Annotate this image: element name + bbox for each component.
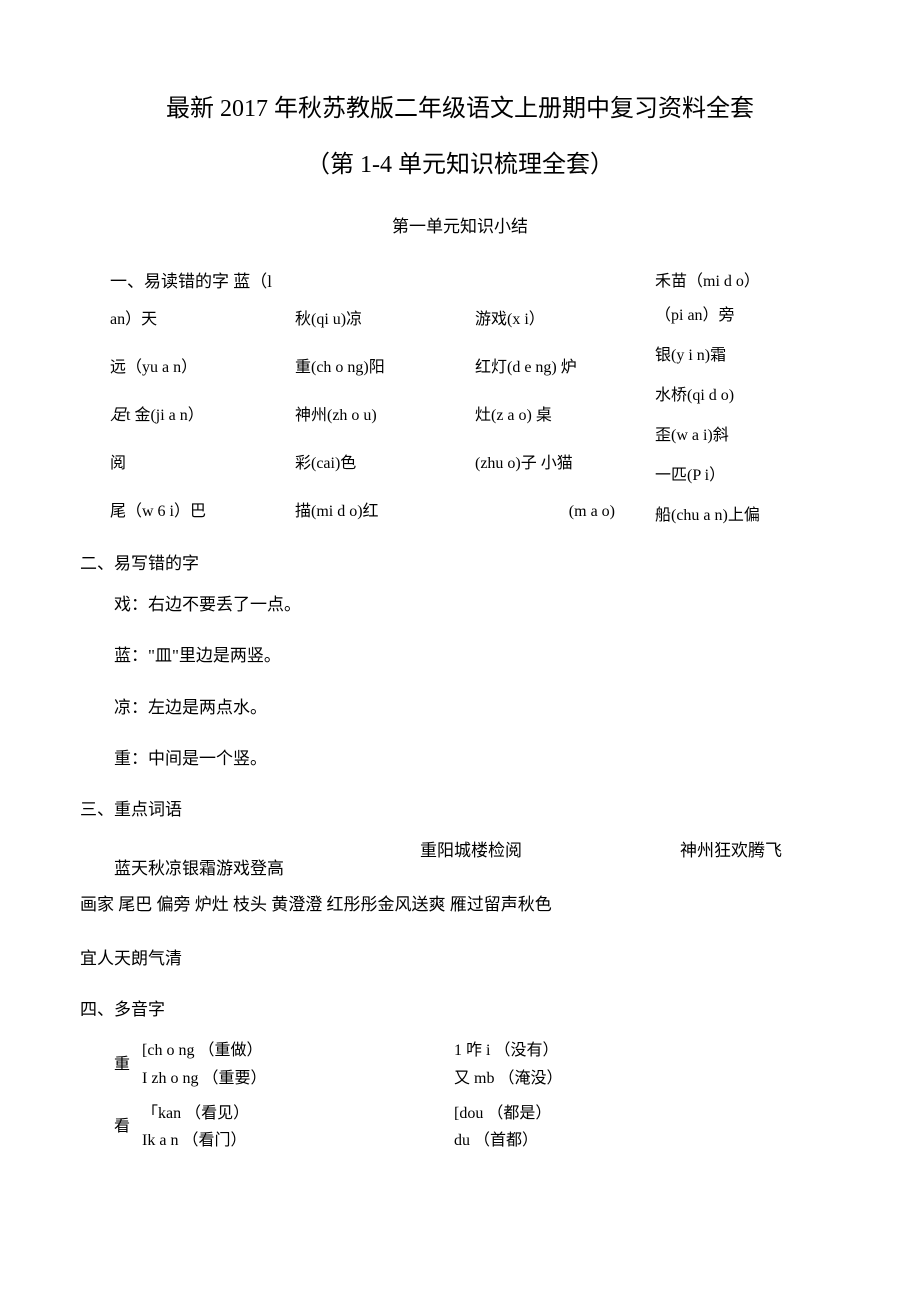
error-line: 蓝："皿"里边是两竖。 (114, 642, 840, 669)
pinyin-cell: 重(ch o ng)阳 (295, 344, 465, 392)
poly-reading: [dou （都是） (454, 1105, 551, 1122)
pinyin-cell: 秋(qi u)凉 (295, 296, 465, 344)
pinyin-text: t 金(ji a n） (126, 403, 204, 429)
error-line: 戏：右边不要丢了一点。 (114, 591, 840, 618)
words-row: 蓝天秋凉银霜游戏登高 重阳城楼检阅 神州狂欢腾飞 (80, 837, 840, 882)
pinyin-cell: 彩(cai)色 (295, 440, 465, 488)
section-2-body: 戏：右边不要丢了一点。 蓝："皿"里边是两竖。 凉：左边是两点水。 重：中间是一… (80, 591, 840, 772)
pinyin-cell: 红灯(d e ng) 炉 (475, 344, 645, 392)
pinyin-cell: an）天 (110, 296, 285, 344)
poly-reading: I zh o ng （重要） (142, 1070, 266, 1087)
poly-reading: 1 咋 i （没有） (454, 1042, 558, 1059)
pinyin-cell: 游戏(x i） (475, 296, 645, 344)
unit-title: 第一单元知识小结 (80, 213, 840, 240)
pinyin-cell: 灶(z a o) 桌 (475, 392, 645, 440)
pinyin-cell: (m a o) (475, 488, 645, 536)
words-long: 画家 尾巴 偏旁 炉灶 枝头 黄澄澄 红彤彤金风送爽 雁过留声秋色 (80, 888, 840, 922)
pinyin-cell: 描(mi d o)红 (295, 488, 465, 536)
pinyin-cell: 神州(zh o u) (295, 392, 465, 440)
pinyin-cell: 一匹(P i） (655, 456, 820, 496)
page-title-sub: （第 1-4 单元知识梳理全套） (80, 146, 840, 184)
section-2-heading: 二、易写错的字 (80, 550, 840, 577)
poly-reading: 又 mb （淹没） (454, 1070, 562, 1087)
pinyin-cell: 水桥(qi d o) (655, 376, 820, 416)
pinyin-cell: 禾苗（mi d o） (655, 268, 820, 296)
poly-reading: du （首都） (454, 1132, 538, 1149)
pinyin-cell: 尾（w 6 i）巴 (110, 488, 285, 536)
section-4-heading: 四、多音字 (80, 996, 840, 1023)
pinyin-cell: 歪(w a i)斜 (655, 416, 820, 456)
pinyin-cell: 远（yu a n） (110, 344, 285, 392)
error-line: 重：中间是一个竖。 (114, 745, 840, 772)
pinyin-cell: 船(chu a n)上偏 (655, 496, 820, 536)
page-title-main: 最新 2017 年秋苏教版二年级语文上册期中复习资料全套 (80, 90, 840, 128)
poly-reading: [ch o ng （重做） (142, 1042, 262, 1059)
section-1-grid: 一、易读错的字 蓝（l an）天 远（yu a n） 足 t 金(ji a n）… (80, 268, 840, 536)
section-3-heading: 三、重点词语 (80, 796, 840, 823)
words-cell: 蓝天秋凉银霜游戏登高 (80, 837, 420, 882)
pinyin-cell: 银(y i n)霜 (655, 336, 820, 376)
pinyin-cell: （pi an）旁 (655, 296, 820, 336)
poly-char: 重 (114, 1052, 130, 1078)
poly-reading: Ik a n （看门） (142, 1132, 246, 1149)
words-tail: 宜人天朗气清 (80, 942, 840, 976)
error-line: 凉：左边是两点水。 (114, 694, 840, 721)
poly-char: 看 (114, 1114, 130, 1140)
poly-reading: 「kan （看见） (142, 1105, 249, 1122)
words-cell: 神州狂欢腾飞 (680, 837, 782, 882)
section-1-heading: 一、易读错的字 蓝（l (110, 268, 285, 296)
italic-char: 足 (110, 403, 126, 429)
polyphone-row: 重 [ch o ng （重做） I zh o ng （重要） 看 「kan （看… (80, 1037, 840, 1154)
pinyin-cell: 足 t 金(ji a n） (110, 392, 285, 440)
words-cell: 重阳城楼检阅 (420, 837, 680, 882)
pinyin-cell: (zhu o)子 小猫 (475, 440, 645, 488)
pinyin-cell: 阅 (110, 440, 285, 488)
